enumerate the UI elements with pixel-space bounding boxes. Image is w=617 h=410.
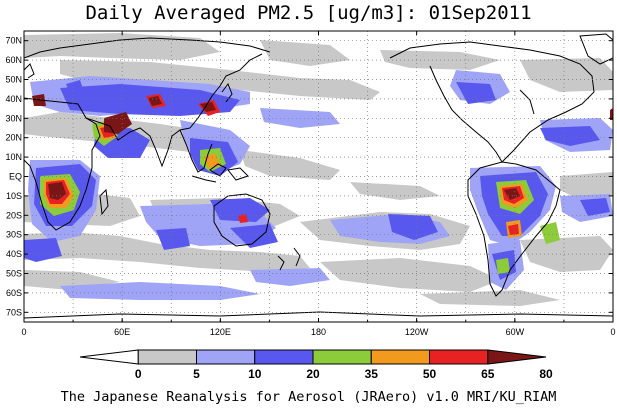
colorbar-level-label: 20 [306, 367, 320, 381]
lat-tick-label: 50N [5, 75, 22, 85]
lat-tick-label: 70S [6, 307, 22, 317]
lat-tick-label: 10N [5, 152, 22, 162]
lat-tick-label: EQ [9, 172, 22, 182]
colorbar-level-label: 80 [539, 367, 553, 381]
colorbar-level-label: 10 [248, 367, 262, 381]
figure-title: Daily Averaged PM2.5 [ug/m3]: 01Sep2011 [85, 2, 532, 24]
lat-tick-label: 20S [6, 210, 22, 220]
colorbar-swatch [429, 349, 489, 365]
colorbar-swatch [487, 349, 547, 365]
lon-tick-label: 60W [506, 327, 525, 337]
lat-tick-label: 60N [5, 55, 22, 65]
lat-tick-label: 40S [6, 249, 22, 259]
lon-tick-label: 120W [405, 327, 429, 337]
colorbar-swatch [254, 349, 314, 365]
lat-tick-label: 50S [6, 269, 22, 279]
colorbar-swatch [137, 349, 197, 365]
colorbar-swatch [312, 349, 372, 365]
colorbar-swatch [79, 349, 139, 365]
lat-tick-label: 30S [6, 230, 22, 240]
colorbar-level-label: 35 [365, 367, 379, 381]
longitude-ticks: 0 60E 120E 180 120W 60W 0 [21, 31, 616, 337]
colorbar-level-label: 5 [193, 367, 200, 381]
latitude-ticks: 70N 60N 50N 40N 30N 20N 10N EQ 10S 20S 30S 40S 50S 60… [5, 36, 613, 317]
lon-tick-label: 0 [21, 327, 26, 337]
lat-tick-label: 40N [5, 94, 22, 104]
lon-tick-label: 180 [311, 327, 326, 337]
lat-tick-label: 20N [5, 133, 22, 143]
colorbar-level-label: 65 [481, 367, 495, 381]
colorbar-swatch [370, 349, 430, 365]
lon-tick-label: 60E [114, 327, 130, 337]
graticule-grid [24, 31, 613, 322]
colorbar-level-label: 50 [423, 367, 437, 381]
colorbar-swatch [196, 349, 256, 365]
lat-tick-label: 60S [6, 288, 22, 298]
lon-tick-label: 0 [610, 327, 615, 337]
colorbar: 0 5 10 20 35 50 65 80 [79, 349, 553, 381]
lat-tick-label: 70N [5, 36, 22, 46]
lon-tick-label: 120E [210, 327, 231, 337]
colorbar-level-label: 0 [135, 367, 142, 381]
figure-footer: The Japanese Reanalysis for Aerosol (JRA… [60, 389, 557, 405]
lat-tick-label: 30N [5, 113, 22, 123]
lat-tick-label: 10S [6, 191, 22, 201]
